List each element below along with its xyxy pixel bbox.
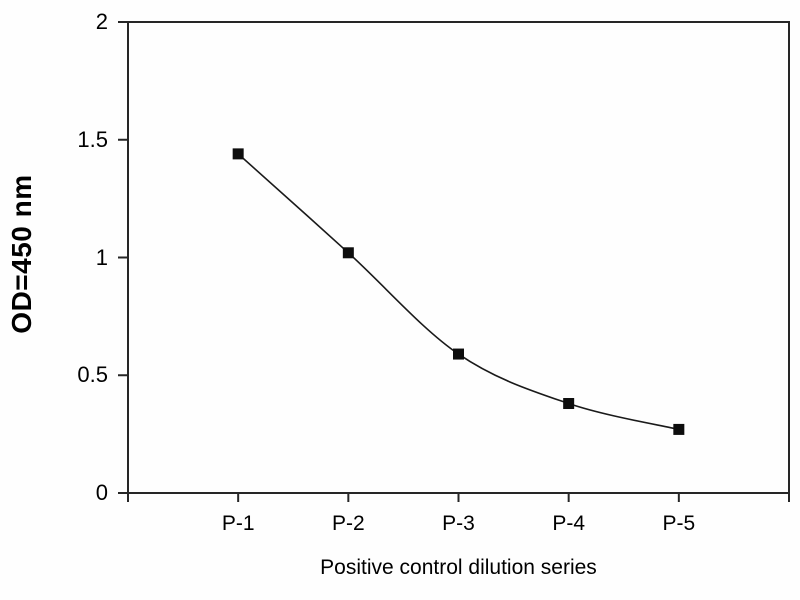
- data-point-marker: [453, 348, 464, 360]
- plot-border: [127, 21, 790, 494]
- x-tick-label: P-5: [662, 512, 696, 535]
- x-tick-label: P-3: [442, 512, 475, 535]
- x-tick-label: P-4: [552, 512, 585, 535]
- x-tick-label: P-2: [331, 512, 365, 535]
- data-point-marker: [342, 247, 354, 259]
- y-tick-label: 1: [95, 244, 108, 270]
- data-point-marker: [232, 148, 244, 160]
- y-tick-label: 2: [95, 9, 108, 34]
- series-line: [237, 153, 680, 431]
- x-axis-title: Positive control dilution series: [320, 556, 597, 579]
- y-tick-label: 0: [95, 480, 108, 505]
- data-point-marker: [563, 398, 575, 410]
- x-tick-label: P-1: [221, 512, 255, 535]
- data-point-marker: [673, 423, 685, 435]
- y-tick-label: 0.5: [77, 362, 108, 388]
- y-tick-label: 1.5: [77, 126, 108, 152]
